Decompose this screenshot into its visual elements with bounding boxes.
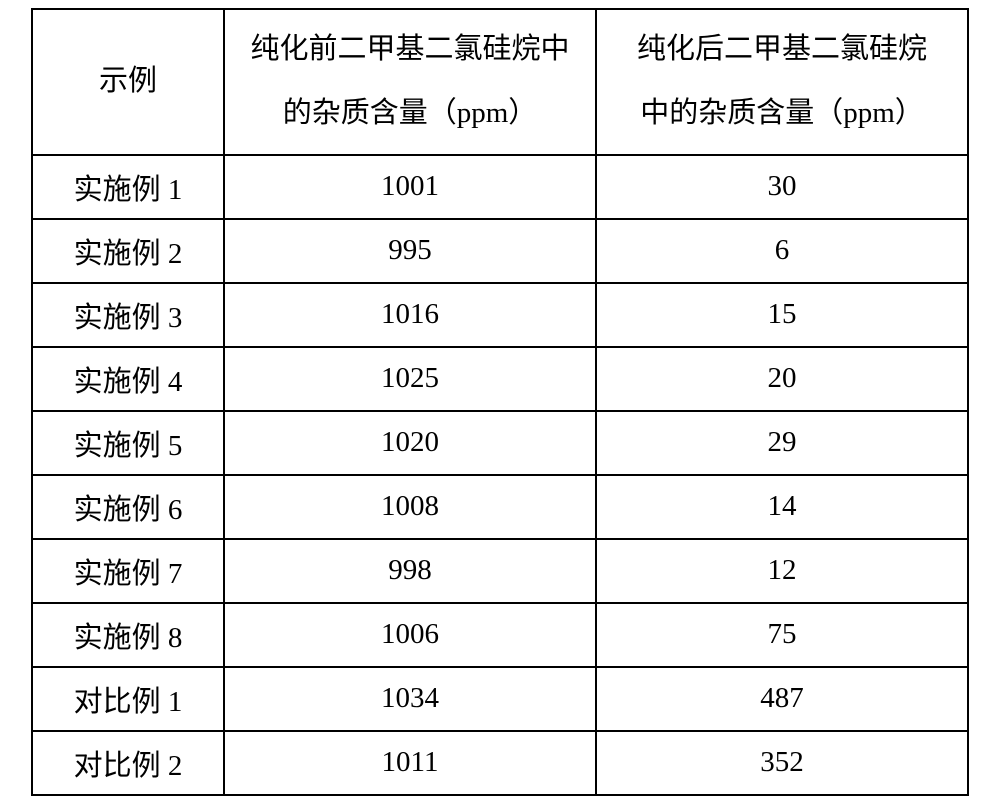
label-num: 3 <box>168 302 183 334</box>
label-cn: 实施例 <box>74 238 161 270</box>
label-num: 8 <box>168 622 183 654</box>
cell-example-label: 实施例 2 <box>32 219 224 283</box>
cell-before-value: 1001 <box>224 155 596 219</box>
table-row: 实施例 4102520 <box>32 347 968 411</box>
cell-before-value: 1034 <box>224 667 596 731</box>
cell-before-value: 998 <box>224 539 596 603</box>
cell-before-value: 995 <box>224 219 596 283</box>
label-cn: 实施例 <box>74 366 161 398</box>
label-num: 2 <box>168 238 183 270</box>
cell-before-value: 1025 <box>224 347 596 411</box>
header-text-2: 中的杂质含量（ppm） <box>640 97 924 129</box>
cell-before-value: 1008 <box>224 475 596 539</box>
header-row: 示例 纯化前二甲基二氯硅烷中 的杂质含量（ppm） 纯化后二甲基二氯硅烷 中的杂… <box>32 9 968 155</box>
label-cn: 对比例 <box>74 750 161 782</box>
table-row: 实施例 6100814 <box>32 475 968 539</box>
cell-after-value: 75 <box>596 603 968 667</box>
label-cn: 实施例 <box>74 430 161 462</box>
table-row: 实施例 29956 <box>32 219 968 283</box>
cell-after-value: 15 <box>596 283 968 347</box>
header-cell-before: 纯化前二甲基二氯硅烷中 的杂质含量（ppm） <box>224 9 596 155</box>
label-cn: 实施例 <box>74 494 161 526</box>
cell-example-label: 实施例 5 <box>32 411 224 475</box>
cell-after-value: 20 <box>596 347 968 411</box>
cell-example-label: 实施例 4 <box>32 347 224 411</box>
label-cn: 实施例 <box>74 302 161 334</box>
label-num: 7 <box>168 558 183 590</box>
impurity-table: 示例 纯化前二甲基二氯硅烷中 的杂质含量（ppm） 纯化后二甲基二氯硅烷 中的杂… <box>31 8 969 796</box>
label-num: 5 <box>168 430 183 462</box>
cell-after-value: 352 <box>596 731 968 795</box>
label-num: 1 <box>168 686 183 718</box>
table-row: 实施例 1100130 <box>32 155 968 219</box>
cell-example-label: 实施例 3 <box>32 283 224 347</box>
header-text-1: 纯化后二甲基二氯硅烷 <box>637 33 927 65</box>
label-num: 6 <box>168 494 183 526</box>
label-cn: 实施例 <box>74 174 161 206</box>
table-row: 对比例 21011352 <box>32 731 968 795</box>
cell-after-value: 30 <box>596 155 968 219</box>
header-text-2: 的杂质含量（ppm） <box>283 97 538 129</box>
table-body: 实施例 1100130实施例 29956实施例 3101615实施例 41025… <box>32 155 968 795</box>
cell-example-label: 实施例 7 <box>32 539 224 603</box>
cell-after-value: 487 <box>596 667 968 731</box>
table-row: 实施例 5102029 <box>32 411 968 475</box>
label-cn: 对比例 <box>74 686 161 718</box>
cell-before-value: 1006 <box>224 603 596 667</box>
cell-example-label: 实施例 1 <box>32 155 224 219</box>
table-header: 示例 纯化前二甲基二氯硅烷中 的杂质含量（ppm） 纯化后二甲基二氯硅烷 中的杂… <box>32 9 968 155</box>
table-row: 实施例 3101615 <box>32 283 968 347</box>
label-cn: 实施例 <box>74 558 161 590</box>
header-cell-example: 示例 <box>32 9 224 155</box>
table-row: 实施例 799812 <box>32 539 968 603</box>
cell-after-value: 14 <box>596 475 968 539</box>
cell-before-value: 1011 <box>224 731 596 795</box>
cell-before-value: 1016 <box>224 283 596 347</box>
label-num: 4 <box>168 366 183 398</box>
label-num: 2 <box>168 750 183 782</box>
header-cell-after: 纯化后二甲基二氯硅烷 中的杂质含量（ppm） <box>596 9 968 155</box>
label-num: 1 <box>168 174 183 206</box>
cell-example-label: 对比例 1 <box>32 667 224 731</box>
cell-after-value: 6 <box>596 219 968 283</box>
header-text-1: 纯化前二甲基二氯硅烷中 <box>250 33 569 65</box>
table-row: 实施例 8100675 <box>32 603 968 667</box>
cell-after-value: 12 <box>596 539 968 603</box>
cell-example-label: 实施例 6 <box>32 475 224 539</box>
cell-before-value: 1020 <box>224 411 596 475</box>
cell-example-label: 对比例 2 <box>32 731 224 795</box>
table-row: 对比例 11034487 <box>32 667 968 731</box>
header-text: 示例 <box>99 65 157 97</box>
label-cn: 实施例 <box>74 622 161 654</box>
cell-example-label: 实施例 8 <box>32 603 224 667</box>
cell-after-value: 29 <box>596 411 968 475</box>
